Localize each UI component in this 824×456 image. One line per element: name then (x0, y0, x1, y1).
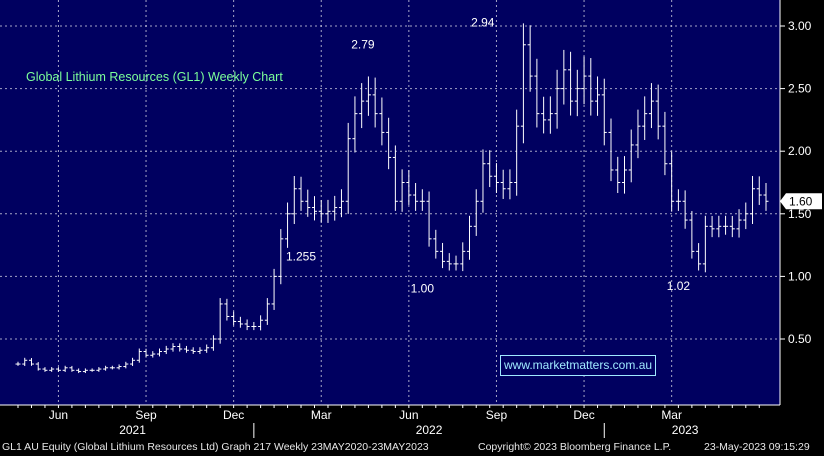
footer-bar: GL1 AU Equity (Global Lithium Resources … (0, 438, 824, 456)
month-label: Mar (311, 408, 332, 422)
plot-background (0, 0, 780, 405)
ytick-label: 3.00 (788, 19, 812, 33)
footer-copyright: Copyright© 2023 Bloomberg Finance L.P. (478, 441, 672, 453)
ytick-label: 1.50 (788, 207, 812, 221)
price-annotation: 2.79 (351, 37, 375, 51)
price-annotation: 2.94 (471, 16, 495, 30)
chart-title: Global Lithium Resources (GL1) Weekly Ch… (26, 70, 283, 84)
month-label: Jun (399, 408, 418, 422)
month-label: Jun (49, 408, 68, 422)
year-label: 2021 (119, 423, 146, 437)
xaxis-background (0, 405, 780, 438)
ytick-label: 2.50 (788, 82, 812, 96)
x-axis: Jun Sep Dec Mar Jun Sep Dec Mar 2021 2022 2023 (0, 404, 780, 438)
month-label: Sep (486, 408, 508, 422)
price-bars (15, 23, 769, 374)
ytick-label: 1.00 (788, 269, 812, 283)
price-annotation: 1.02 (667, 279, 691, 293)
year-label: 2023 (672, 423, 699, 437)
y-axis: 3.00 2.50 2.00 1.50 1.00 0.50 1.60 (779, 0, 822, 405)
watermark-link[interactable]: www.marketmatters.com.au (500, 355, 657, 376)
month-label: Dec (573, 408, 594, 422)
ytick-label: 0.50 (788, 332, 812, 346)
last-price-marker (780, 193, 822, 210)
last-price-label: 1.60 (789, 194, 813, 208)
footer-security-info: GL1 AU Equity (Global Lithium Resources … (2, 441, 429, 453)
price-annotations: 2.79 1.255 1.00 2.94 1.02 (286, 16, 690, 296)
month-label: Dec (223, 408, 244, 422)
gridlines (0, 0, 780, 405)
footer-timestamp: 23-May-2023 09:15:29 (704, 441, 810, 453)
price-annotation: 1.00 (411, 281, 435, 295)
price-annotation: 1.255 (286, 249, 316, 263)
year-label: 2022 (416, 423, 443, 437)
month-label: Mar (661, 408, 682, 422)
axis-background (780, 0, 824, 438)
month-label: Sep (135, 408, 157, 422)
ytick-label: 2.00 (788, 144, 812, 158)
